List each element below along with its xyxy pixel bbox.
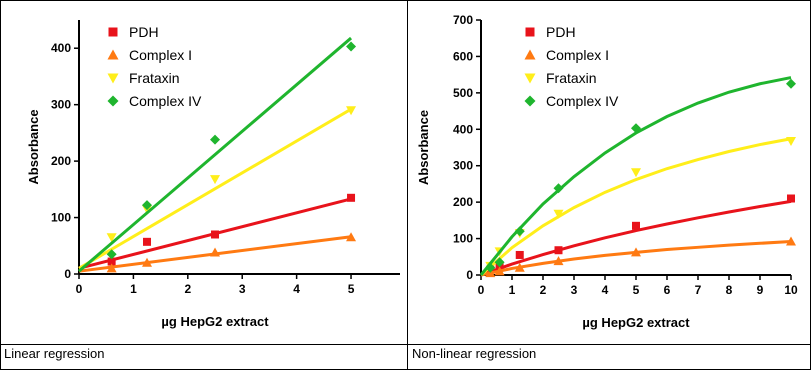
y-tick-label: 300	[453, 159, 473, 173]
data-point-pdh	[554, 246, 563, 255]
x-tick-label: 4	[293, 282, 300, 296]
data-point-complex-i	[786, 236, 796, 246]
data-point-pdh	[143, 237, 152, 246]
data-point-complex-i	[514, 262, 525, 272]
data-point-pdh	[211, 230, 220, 239]
legend-label-pdh: PDH	[546, 24, 576, 40]
legend-marker-complex-i	[524, 49, 536, 60]
data-point-frataxin	[553, 209, 564, 219]
data-point-frataxin	[210, 175, 221, 185]
legend-label-pdh: PDH	[129, 24, 159, 40]
caption-linear: Linear regression	[4, 346, 105, 361]
x-tick-label: 2	[540, 283, 547, 297]
legend-marker-pdh	[108, 27, 118, 37]
nonlinear-regression-chart: 0 100 200 300 400 500 600 700 0 1 2 3 4 5 6 7 8 9 10 µg Hep…	[416, 13, 798, 330]
data-point-frataxin	[346, 106, 357, 116]
data-point-complex-iv	[494, 257, 505, 268]
data-point-complex-iv	[631, 123, 641, 134]
y-tick-label: 400	[453, 122, 473, 136]
data-point-complex-i	[142, 257, 153, 267]
data-point-complex-iv	[210, 134, 221, 145]
x-tick-label: 1	[509, 283, 516, 297]
x-tick-label: 10	[784, 283, 798, 297]
data-point-pdh	[787, 194, 795, 203]
data-point-complex-iv	[553, 183, 564, 194]
panel-divider	[407, 0, 408, 370]
data-point-complex-iv	[786, 78, 796, 89]
legend-label-complex-i: Complex I	[546, 47, 609, 63]
y-tick-label: 300	[51, 98, 71, 112]
x-tick-label: 3	[239, 282, 246, 296]
data-point-pdh	[347, 193, 356, 202]
data-point-complex-i	[210, 247, 221, 257]
data-point-complex-i	[106, 263, 117, 273]
x-axis-label: µg HepG2 extract	[582, 315, 690, 330]
x-tick-label: 6	[664, 283, 671, 297]
data-point-complex-iv	[485, 262, 496, 273]
data-point-pdh	[107, 257, 116, 266]
y-tick-label: 400	[51, 41, 71, 55]
y-tick-label: 600	[453, 49, 473, 63]
data-point-frataxin	[786, 136, 796, 146]
y-axis-label: Absorbance	[26, 109, 41, 184]
legend-marker-frataxin	[107, 73, 119, 84]
x-tick-label: 0	[76, 282, 83, 296]
linear-regression-panel: 0 100 200 300 400 0 1 2 3 4 5 µg HepG2 extract Absor…	[0, 0, 405, 344]
caption-divider	[0, 344, 811, 345]
legend-marker-complex-iv	[524, 95, 536, 107]
y-tick-label: 100	[453, 232, 473, 246]
data-point-complex-i	[494, 266, 505, 276]
x-tick-label: 8	[726, 283, 733, 297]
data-point-complex-i	[553, 256, 564, 266]
fit-line-frataxin	[78, 107, 352, 270]
y-tick-label: 700	[453, 13, 473, 27]
legend-label-complex-iv: Complex IV	[546, 93, 619, 109]
data-point-pdh	[632, 221, 640, 230]
data-point-complex-iv	[142, 200, 153, 211]
legend-label-frataxin: Frataxin	[129, 70, 180, 86]
x-tick-label: 1	[130, 282, 137, 296]
y-tick-label: 0	[64, 267, 71, 281]
x-tick-label: 7	[695, 283, 702, 297]
x-tick-label: 5	[633, 283, 640, 297]
legend-label-complex-iv: Complex IV	[129, 93, 202, 109]
data-point-frataxin	[631, 168, 641, 178]
y-tick-label: 500	[453, 86, 473, 100]
data-point-complex-iv	[346, 41, 357, 52]
x-tick-label: 0	[478, 283, 485, 297]
data-point-complex-i	[631, 247, 641, 257]
legend-marker-complex-iv	[107, 95, 119, 107]
x-tick-label: 9	[757, 283, 764, 297]
caption-nonlinear: Non-linear regression	[412, 346, 537, 361]
data-point-complex-i	[346, 232, 357, 242]
data-point-complex-iv	[514, 226, 525, 237]
x-tick-label: 4	[602, 283, 609, 297]
y-axis-label: Absorbance	[416, 110, 431, 185]
nonlinear-regression-panel: 0 100 200 300 400 500 600 700 0 1 2 3 4 5 6 7 8 9 10 µg Hep…	[408, 0, 811, 344]
legend-marker-pdh	[525, 27, 535, 37]
x-tick-label: 2	[184, 282, 191, 296]
data-point-frataxin	[106, 233, 117, 243]
legend-label-complex-i: Complex I	[129, 47, 192, 63]
linear-regression-chart: 0 100 200 300 400 0 1 2 3 4 5 µg HepG2 extract Absor…	[26, 20, 400, 329]
y-tick-label: 100	[51, 211, 71, 225]
legend-label-frataxin: Frataxin	[546, 70, 597, 86]
fit-line-complex-iv	[78, 36, 353, 273]
legend-marker-complex-i	[107, 49, 119, 60]
y-tick-label: 200	[51, 154, 71, 168]
x-tick-label: 5	[348, 282, 355, 296]
fit-line-pdh	[480, 199, 792, 277]
y-tick-label: 200	[453, 195, 473, 209]
data-point-complex-iv	[106, 249, 117, 260]
x-tick-label: 3	[571, 283, 578, 297]
y-tick-label: 0	[466, 268, 473, 282]
legend-marker-frataxin	[524, 73, 536, 84]
x-axis-label: µg HepG2 extract	[161, 314, 269, 329]
fit-line-frataxin	[480, 137, 792, 277]
data-point-pdh	[515, 250, 524, 259]
